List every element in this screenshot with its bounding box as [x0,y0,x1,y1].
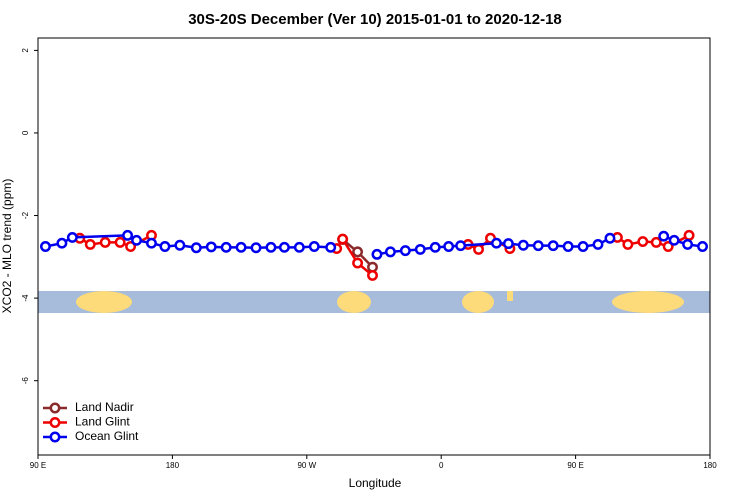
legend-marker [49,431,61,443]
data-point [491,237,502,249]
data-point [84,238,96,250]
y-tick-label: -6 [21,377,30,385]
data-point [325,241,337,253]
series-line [663,235,703,248]
data-point [265,241,277,253]
data-point [650,236,662,248]
data-point [622,238,634,250]
data-point [682,238,694,250]
x-tick-label: 180 [703,461,717,470]
x-tick-label: 90 E [30,461,46,470]
data-point [293,241,305,253]
data-point [429,241,441,253]
series-line [335,236,374,277]
data-point [190,242,202,254]
data-point [443,241,455,252]
x-tick-label: 0 [439,461,444,470]
data-point [99,236,111,248]
data-point [114,236,126,248]
data-point [235,241,247,253]
data-point [250,242,262,254]
data-point [352,246,364,258]
data-point [371,248,383,260]
data-point [562,241,574,252]
data-point [658,230,670,242]
data-point [174,239,186,251]
data-point [473,243,484,255]
data-point [125,241,137,252]
data-point [532,240,544,252]
data-point [517,239,529,251]
data-point [308,241,320,252]
x-tick-label: 90 W [297,461,316,470]
data-point [502,238,514,250]
plot-frame [37,37,711,456]
data-point [414,243,426,255]
y-tick-label: -4 [21,294,30,302]
series-line [376,237,611,256]
y-tick-label: -2 [21,211,30,219]
data-point [278,241,290,253]
data-point [697,241,708,252]
data-point [122,229,134,241]
data-point [577,241,589,252]
data-point [352,257,364,269]
data-point [205,241,217,253]
y-axis-label: XCO2 - MLO trend (ppm) [0,179,14,314]
legend-marker [49,402,61,414]
data-point [131,234,143,246]
x-tick-label: 90 E [567,461,583,470]
data-point [384,246,396,258]
data-point [592,238,604,250]
legend-marker [49,417,61,428]
data-point [66,231,78,243]
data-point [159,241,171,252]
x-tick-label: 180 [166,461,180,470]
data-point [337,233,349,245]
data-point [455,240,467,252]
data-point [683,229,695,241]
data-point [662,241,674,252]
legend-label: Land Nadir [75,400,134,414]
data-point [220,241,232,253]
data-point [56,237,68,249]
data-point [367,269,378,281]
data-point [146,237,157,249]
land-ocean-strip [38,291,710,313]
legend-label: Land Glint [75,415,130,429]
y-tick-label: 2 [21,48,30,53]
y-tick-label: 0 [21,130,30,135]
x-axis-label: Longitude [349,476,402,490]
data-point [40,241,51,252]
data-point [668,234,680,246]
legend-label: Ocean Glint [75,429,139,443]
data-point [604,232,616,244]
data-point [399,245,411,257]
data-point [637,236,649,247]
data-point [547,240,559,252]
chart-title: 30S-20S December (Ver 10) 2015-01-01 to … [188,11,562,28]
